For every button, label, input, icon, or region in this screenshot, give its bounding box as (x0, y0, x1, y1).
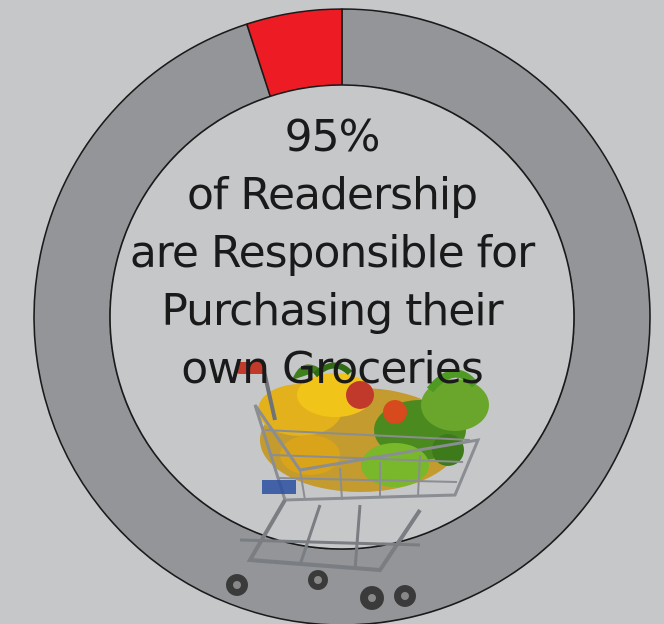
grocery-cart-with-vegetables-icon (226, 359, 489, 610)
